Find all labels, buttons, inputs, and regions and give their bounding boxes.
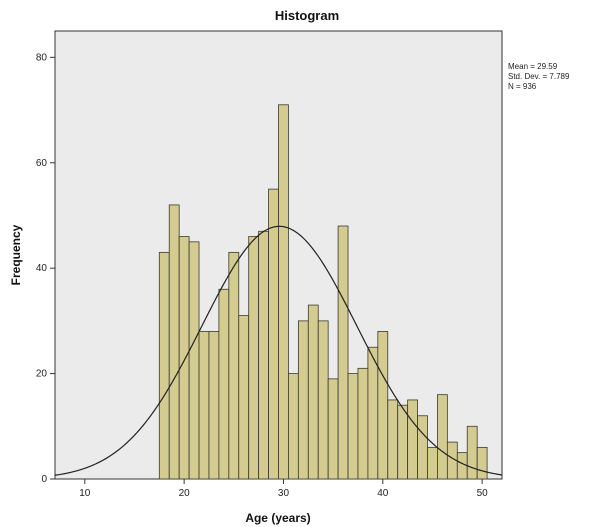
x-tick-label: 30 xyxy=(278,488,290,499)
histogram-bar xyxy=(307,304,319,480)
histogram-bar xyxy=(466,425,478,480)
y-tick-label: 40 xyxy=(36,263,48,274)
stats-std-dev: Std. Dev. = 7.789 xyxy=(508,72,570,81)
histogram-bar xyxy=(188,241,200,480)
histogram-bar xyxy=(288,373,299,480)
histogram-bar xyxy=(218,288,230,480)
histogram-bar xyxy=(337,225,349,480)
histogram-bar xyxy=(178,236,190,480)
histogram-bar xyxy=(397,404,409,480)
histogram-bar xyxy=(367,346,379,480)
y-tick-label: 0 xyxy=(41,474,47,485)
histogram-bar xyxy=(158,251,170,480)
x-tick-label: 10 xyxy=(79,488,91,499)
histogram-bar xyxy=(317,320,329,480)
y-axis-title: Frequency xyxy=(9,224,23,285)
y-tick-label: 20 xyxy=(36,369,48,380)
histogram-bar xyxy=(377,331,389,480)
histogram-bar xyxy=(387,399,399,480)
y-tick-label: 60 xyxy=(36,158,48,169)
histogram-bar xyxy=(228,251,240,480)
x-tick-label: 40 xyxy=(377,488,389,499)
histogram-bar xyxy=(248,236,260,480)
stats-n: N = 936 xyxy=(508,82,537,91)
histogram-bar xyxy=(456,452,468,480)
histogram-bar xyxy=(268,188,279,480)
histogram-bar xyxy=(278,104,289,480)
x-axis: 10 20 30 40 50 xyxy=(79,479,488,499)
histogram-bar xyxy=(208,331,220,480)
histogram-bar xyxy=(437,394,448,480)
chart-title: Histogram xyxy=(275,8,339,23)
y-axis: 0 20 40 60 80 xyxy=(36,52,55,485)
histogram-bar xyxy=(297,320,309,480)
histogram-bar xyxy=(347,373,359,480)
normal-curve xyxy=(54,225,503,476)
histogram-bar xyxy=(238,315,250,480)
x-axis-title: Age (years) xyxy=(245,511,310,525)
histogram-bars xyxy=(158,104,488,480)
histogram-bar xyxy=(258,230,269,480)
histogram-bar xyxy=(198,331,210,480)
x-tick-label: 50 xyxy=(477,488,489,499)
histogram-bar xyxy=(476,446,488,480)
histogram-bar xyxy=(357,367,369,480)
histogram-bar xyxy=(327,378,339,480)
x-tick-label: 20 xyxy=(179,488,191,499)
histogram-bar xyxy=(427,446,438,480)
stats-mean: Mean = 29.59 xyxy=(508,62,558,71)
histogram-bar xyxy=(417,415,428,480)
y-tick-label: 80 xyxy=(36,52,48,63)
histogram-bar xyxy=(168,204,180,480)
histogram-bar xyxy=(407,399,418,480)
